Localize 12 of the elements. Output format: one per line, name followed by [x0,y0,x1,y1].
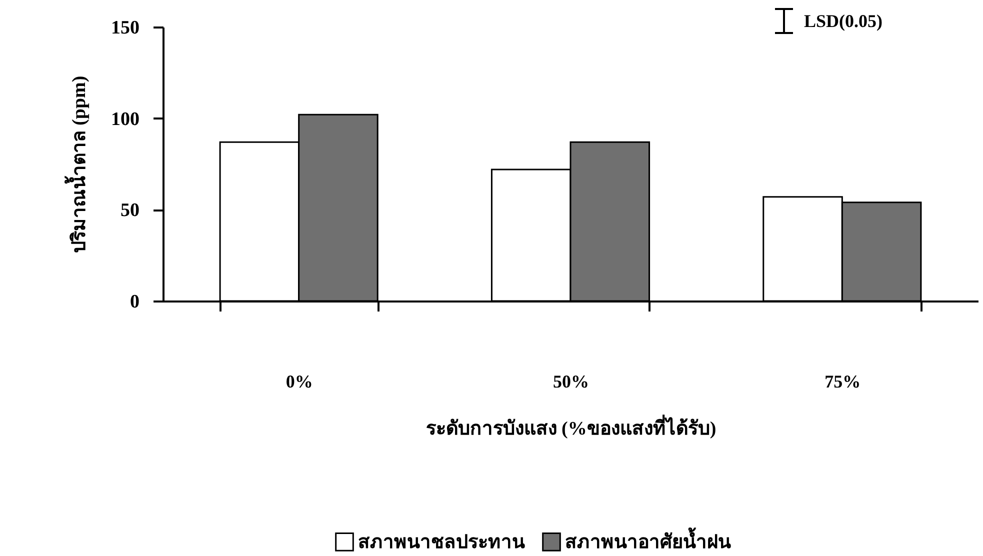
x-tick-label: 75% [824,372,861,392]
y-tick-label: 150 [111,18,140,38]
legend-label: สภาพนาชลประทาน [358,532,525,553]
x-tick-label: 50% [553,372,589,392]
y-tick-label: 50 [120,200,140,222]
annotation: LSD(0.05) [804,10,883,32]
y-tick-label: 0 [130,292,140,312]
legend-label: สภาพนาอาศัยน้ำฝน [565,526,731,553]
y-tick-label: 100 [111,108,140,130]
x-axis-title: ระดับการบังแสง (%ของแสงที่ได้รับ) [426,414,716,440]
y-axis-title: ปริมาณน้ำตาล (ppm) [64,76,90,254]
x-tick-label: 0% [286,372,313,392]
